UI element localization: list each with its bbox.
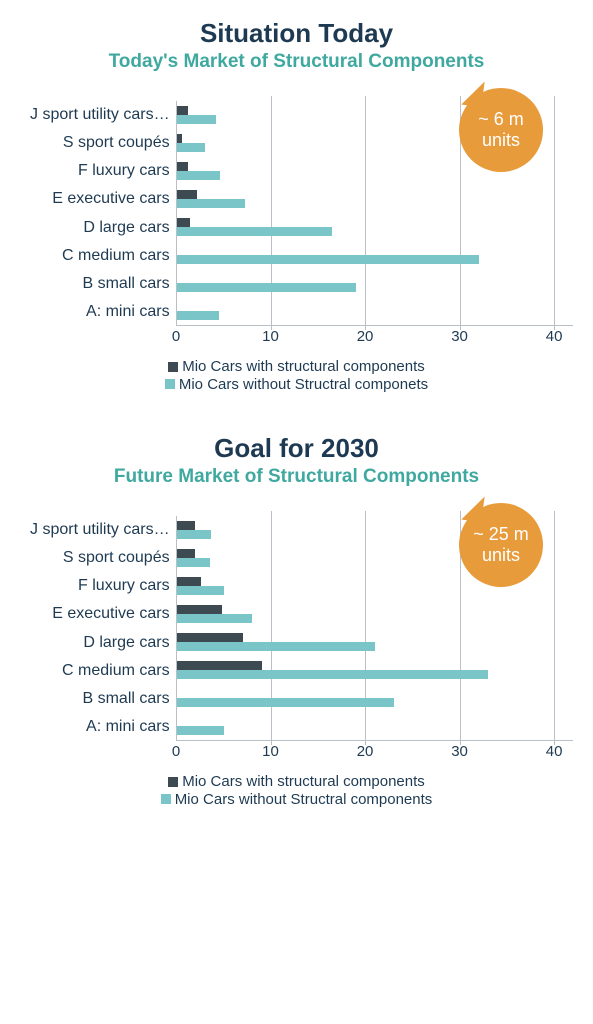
x-axis-tick-label: 40 (546, 328, 563, 345)
bar-row (177, 185, 573, 213)
bar-without-structural (177, 283, 356, 292)
legend-label: Mio Cars with structural components (182, 358, 425, 375)
y-axis-label: F luxury cars (78, 157, 170, 185)
x-axis-ticks: 010203040 (176, 328, 573, 348)
bar-without-structural (177, 143, 205, 152)
bar-without-structural (177, 614, 253, 623)
x-axis-tick-label: 20 (357, 743, 374, 760)
legend-item-without: Mio Cars without Structral components (161, 791, 433, 808)
legend-item-with: Mio Cars with structural components (168, 358, 425, 375)
bar-with-structural (177, 106, 188, 115)
x-axis-ticks: 010203040 (176, 743, 573, 763)
bar-without-structural (177, 558, 210, 567)
units-badge-text: ~ 6 m units (459, 109, 543, 150)
bar-without-structural (177, 255, 479, 264)
x-axis-tick-label: 40 (546, 743, 563, 760)
chart-block-0: Situation TodayToday's Market of Structu… (20, 18, 573, 393)
bar-with-structural (177, 190, 198, 199)
bar-with-structural (177, 605, 222, 614)
y-axis-label: B small cars (82, 685, 169, 713)
bar-row (177, 712, 573, 740)
y-axis-label: D large cars (83, 214, 169, 242)
bar-without-structural (177, 726, 224, 735)
y-axis-label: J sport utility cars… (30, 101, 170, 129)
x-axis-tick-label: 10 (262, 743, 279, 760)
y-axis-label: E executive cars (52, 185, 169, 213)
bar-without-structural (177, 642, 375, 651)
legend-swatch-icon (168, 362, 178, 372)
bar-row (177, 656, 573, 684)
bar-with-structural (177, 134, 183, 143)
bar-with-structural (177, 521, 196, 530)
chart-subtitle: Today's Market of Structural Components (20, 51, 573, 73)
y-axis-label: C medium cars (62, 242, 170, 270)
y-axis-label: F luxury cars (78, 572, 170, 600)
units-badge: ~ 6 m units (459, 88, 543, 172)
y-axis-label: A: mini cars (86, 713, 170, 741)
legend: Mio Cars with structural componentsMio C… (20, 773, 573, 808)
y-axis-label: D large cars (83, 629, 169, 657)
bar-row (177, 628, 573, 656)
legend-swatch-icon (168, 777, 178, 787)
legend-label: Mio Cars without Structral components (175, 791, 433, 808)
bar-without-structural (177, 670, 488, 679)
bar-with-structural (177, 633, 243, 642)
y-axis-label: S sport coupés (63, 544, 170, 572)
bar-row (177, 241, 573, 269)
bar-without-structural (177, 227, 333, 236)
x-axis-spacer (30, 741, 176, 763)
chart-subtitle: Future Market of Structural Components (20, 466, 573, 488)
bar-row (177, 269, 573, 297)
bar-row (177, 297, 573, 325)
x-axis-wrap: 0 10 20 30 40 (30, 326, 573, 348)
bar-with-structural (177, 218, 190, 227)
bar-row (177, 600, 573, 628)
y-axis-label: S sport coupés (63, 129, 170, 157)
legend-item-without: Mio Cars without Structral componets (165, 376, 428, 393)
y-axis-label: J sport utility cars… (30, 516, 170, 544)
y-axis-label: A: mini cars (86, 298, 170, 326)
x-axis-wrap: 0 10 20 30 40 (30, 741, 573, 763)
legend-swatch-icon (165, 379, 175, 389)
bar-without-structural (177, 698, 394, 707)
badge-tail (461, 494, 484, 523)
legend-label: Mio Cars without Structral componets (179, 376, 428, 393)
x-axis-tick-label: 20 (357, 328, 374, 345)
x-axis-spacer (30, 326, 176, 348)
x-axis-tick-label: 10 (262, 328, 279, 345)
bar-with-structural (177, 661, 262, 670)
bar-without-structural (177, 171, 220, 180)
bar-with-structural (177, 549, 196, 558)
x-axis-tick-label: 30 (451, 743, 468, 760)
legend-label: Mio Cars with structural components (182, 773, 425, 790)
bar-without-structural (177, 530, 211, 539)
units-badge: ~ 25 m units (459, 503, 543, 587)
bar-row (177, 684, 573, 712)
bar-with-structural (177, 162, 188, 171)
y-axis-label: B small cars (82, 270, 169, 298)
chart-title: Situation Today (20, 18, 573, 49)
y-axis-label: E executive cars (52, 600, 169, 628)
x-axis-tick-label: 30 (451, 328, 468, 345)
chart-block-1: Goal for 2030Future Market of Structural… (20, 433, 573, 808)
bar-without-structural (177, 586, 224, 595)
legend-item-with: Mio Cars with structural components (168, 773, 425, 790)
y-axis-labels: J sport utility cars…S sport coupésF lux… (30, 101, 176, 326)
bar-row (177, 213, 573, 241)
bar-with-structural (177, 577, 202, 586)
y-axis-labels: J sport utility cars…S sport coupésF lux… (30, 516, 176, 741)
legend-swatch-icon (161, 794, 171, 804)
units-badge-text: ~ 25 m units (459, 524, 543, 565)
bar-without-structural (177, 199, 245, 208)
x-axis-tick-label: 0 (172, 743, 180, 760)
x-axis-tick-label: 0 (172, 328, 180, 345)
badge-tail (461, 79, 484, 108)
y-axis-label: C medium cars (62, 657, 170, 685)
bar-without-structural (177, 115, 217, 124)
legend: Mio Cars with structural componentsMio C… (20, 358, 573, 393)
chart-title: Goal for 2030 (20, 433, 573, 464)
bar-without-structural (177, 311, 219, 320)
